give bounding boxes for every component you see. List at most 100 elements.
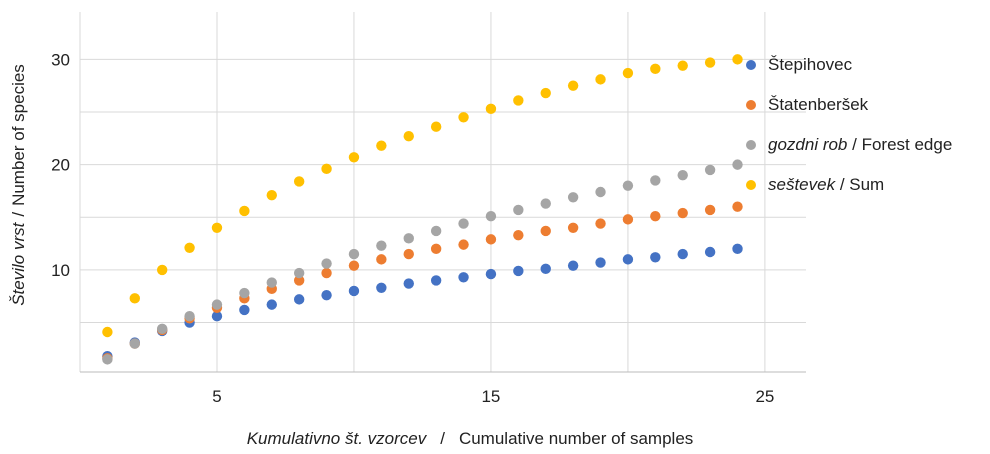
- data-point: [458, 112, 469, 123]
- data-point: [239, 304, 250, 316]
- data-point: [403, 131, 414, 142]
- legend-label-english: Forest edge: [861, 135, 953, 154]
- data-point: [348, 260, 360, 271]
- legend-item-stepihovec: Štepihovec: [746, 45, 952, 85]
- data-point: [376, 240, 387, 251]
- data-point: [102, 326, 113, 338]
- legend-label-local: gozdni rob: [768, 135, 848, 154]
- legend-item-sum: seštevek / Sum: [746, 165, 952, 205]
- y-axis-title-local: Število vrst: [9, 221, 28, 305]
- x-tick-label: 15: [481, 387, 500, 406]
- data-point: [403, 278, 414, 289]
- data-point: [650, 175, 661, 186]
- data-point: [513, 265, 524, 277]
- data-point: [129, 293, 140, 304]
- data-point: [540, 263, 551, 275]
- data-point: [485, 103, 497, 115]
- data-point: [513, 204, 524, 216]
- data-point: [430, 243, 442, 255]
- x-axis-title-sep: /: [440, 429, 445, 448]
- data-point: [156, 264, 168, 276]
- data-point: [102, 354, 113, 365]
- y-axis-title-english: Number of species: [9, 64, 28, 206]
- data-point: [239, 205, 250, 217]
- data-point: [239, 287, 250, 299]
- x-tick-label: 5: [212, 387, 221, 406]
- series-1: [102, 243, 743, 362]
- y-tick-label: 30: [51, 50, 70, 69]
- y-axis-title: Število vrst / Number of species: [9, 64, 28, 306]
- data-point: [567, 260, 579, 271]
- grid: [79, 12, 806, 372]
- data-point: [677, 60, 688, 71]
- legend-label: seštevek / Sum: [768, 175, 885, 194]
- legend-label-local: seštevek: [768, 175, 836, 194]
- legend-label: Štatenberšek: [768, 95, 869, 114]
- data-point: [540, 87, 551, 99]
- data-point: [567, 222, 579, 233]
- data-point: [348, 248, 360, 260]
- legend-label: gozdni rob / Forest edge: [768, 135, 953, 154]
- data-point: [211, 222, 223, 233]
- data-point: [540, 225, 551, 237]
- data-point: [595, 257, 606, 268]
- data-point: [266, 277, 277, 288]
- data-point: [513, 95, 524, 106]
- data-point: [595, 218, 606, 229]
- data-point: [321, 267, 332, 279]
- data-point: [485, 211, 497, 222]
- legend-label-english: Sum: [849, 175, 885, 194]
- data-point: [650, 63, 661, 75]
- y-tick-labels: 10 20 30: [51, 50, 70, 280]
- data-point: [650, 211, 661, 222]
- data-point: [513, 229, 524, 241]
- data-point: [732, 159, 743, 170]
- data-point: [704, 164, 716, 176]
- x-tick-labels: 5 15 25: [212, 387, 774, 406]
- series-2: [102, 201, 743, 364]
- legend-marker: [746, 140, 756, 150]
- series-4: [102, 54, 743, 338]
- legend: Štepihovec Štatenberšek gozdni rob / For…: [746, 45, 952, 205]
- legend-marker: [746, 100, 756, 110]
- data-point: [622, 67, 634, 79]
- data-point: [732, 54, 743, 65]
- data-point: [184, 311, 195, 322]
- data-point: [376, 282, 387, 293]
- data-point: [485, 234, 497, 245]
- data-point: [430, 225, 442, 237]
- data-point: [376, 140, 387, 151]
- data-point: [321, 163, 332, 175]
- legend-item-forest-edge: gozdni rob / Forest edge: [746, 125, 952, 165]
- data-point: [321, 289, 332, 301]
- data-point: [704, 57, 716, 68]
- data-point: [622, 254, 634, 265]
- data-point: [403, 233, 414, 244]
- data-point: [293, 275, 305, 286]
- data-point: [184, 242, 195, 253]
- data-point: [567, 192, 579, 203]
- data-point: [595, 186, 606, 198]
- legend-marker: [746, 180, 756, 190]
- data-point: [211, 299, 223, 310]
- data-point: [293, 176, 305, 187]
- x-axis-title-english: Cumulative number of samples: [459, 429, 693, 448]
- data-point: [677, 169, 688, 181]
- series-3: [102, 159, 743, 365]
- data-point: [622, 214, 634, 225]
- data-point: [376, 254, 387, 265]
- data-point: [650, 252, 661, 263]
- data-point: [266, 299, 277, 310]
- x-axis-title-local: Kumulativno št. vzorcev: [247, 429, 428, 448]
- data-point: [321, 258, 332, 269]
- data-point: [458, 218, 469, 229]
- data-point: [540, 198, 551, 209]
- data-point: [211, 311, 223, 322]
- x-axis-title: Kumulativno št. vzorcev / Cumulative numbe…: [247, 429, 694, 448]
- data-point: [430, 121, 442, 132]
- data-point: [293, 294, 305, 305]
- data-point: [403, 248, 414, 260]
- legend-marker: [746, 60, 756, 70]
- data-point: [732, 243, 743, 255]
- data-point: [677, 248, 688, 260]
